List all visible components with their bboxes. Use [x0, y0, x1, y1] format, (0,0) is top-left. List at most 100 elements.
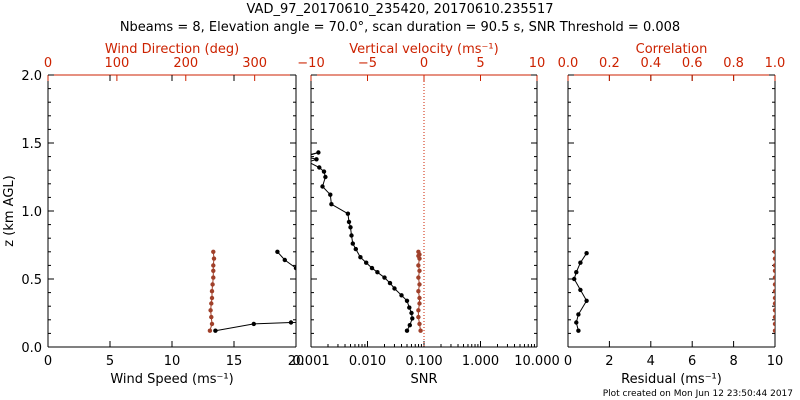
- data-point: [211, 249, 216, 254]
- data-point: [306, 160, 310, 164]
- top-tick-label: 300: [242, 56, 267, 71]
- data-point: [209, 295, 215, 301]
- x-tick-label: 4: [647, 354, 655, 369]
- data-point: [382, 275, 387, 280]
- data-point: [282, 257, 287, 263]
- data-point: [209, 314, 214, 320]
- data-point: [364, 260, 369, 265]
- x-tick-label: 8: [729, 354, 737, 369]
- x-tick-label: 1.000: [462, 354, 499, 369]
- data-point: [209, 321, 215, 327]
- data-point: [323, 174, 328, 180]
- data-point: [574, 270, 579, 275]
- top-tick-label: 0.8: [723, 56, 744, 71]
- data-point: [417, 282, 422, 287]
- data-point: [358, 255, 363, 260]
- data-point: [576, 328, 581, 333]
- chart-panel-2: 0.001 0.010 0.100 1.000 10.000 SNR −10 −5 0 5 10 Ve…: [292, 42, 559, 387]
- series-group: [207, 249, 376, 333]
- data-point: [417, 268, 422, 273]
- x-tick-label: 10: [164, 354, 181, 369]
- y-tick-label: 2.0: [21, 69, 42, 84]
- data-point: [772, 328, 775, 333]
- data-point: [417, 321, 422, 327]
- y-tick-label: 0.0: [21, 341, 42, 356]
- x-tick-label: 6: [688, 354, 696, 369]
- data-point: [314, 157, 319, 162]
- x-tick-label: 10.000: [514, 354, 560, 369]
- top-tick-label: −10: [297, 56, 324, 71]
- y-axis-label: z (km AGL): [2, 175, 17, 246]
- data-point: [417, 301, 422, 306]
- data-point: [251, 321, 256, 327]
- data-point: [578, 287, 583, 293]
- top-axis-label: Wind Direction (deg): [105, 42, 239, 57]
- data-point: [404, 298, 410, 303]
- top-tick-label: 0.0: [558, 56, 579, 71]
- data-point: [772, 263, 775, 268]
- data-point: [410, 316, 415, 321]
- data-point: [772, 268, 775, 273]
- data-point: [409, 310, 414, 316]
- data-point: [372, 318, 376, 322]
- top-tick-label: −5: [358, 56, 377, 71]
- data-point: [772, 249, 775, 254]
- data-point: [772, 321, 775, 327]
- top-tick-label: 5: [476, 56, 484, 71]
- data-point: [772, 289, 775, 294]
- data-point: [353, 246, 358, 252]
- data-point: [416, 275, 421, 280]
- data-point: [207, 328, 213, 333]
- data-point: [578, 260, 583, 265]
- data-point: [392, 286, 397, 291]
- data-point: [387, 280, 393, 286]
- x-tick-label: 5: [106, 354, 114, 369]
- data-point: [375, 270, 380, 275]
- figure-subtitle: Nbeams = 8, Elevation angle = 70.0°, sca…: [119, 20, 681, 35]
- top-tick-label: 0: [44, 56, 52, 71]
- data-point: [210, 282, 215, 287]
- data-point: [416, 289, 421, 294]
- data-point: [211, 268, 216, 273]
- figure-title: VAD_97_20170610_235420, 20170610.235517: [246, 2, 554, 17]
- x-tick-label: 0.010: [349, 354, 386, 369]
- top-tick-label: 200: [173, 56, 198, 71]
- data-point: [328, 192, 333, 197]
- data-point: [350, 241, 355, 246]
- data-point: [211, 275, 216, 280]
- y-tick-label: 0.5: [21, 273, 42, 288]
- data-point: [772, 301, 775, 306]
- data-point: [772, 314, 775, 320]
- data-point: [416, 263, 421, 268]
- x-tick-label: 0: [564, 354, 572, 369]
- x-tick-label: 20: [288, 354, 305, 369]
- data-point: [329, 202, 334, 207]
- x-tick-label: 10: [767, 354, 784, 369]
- data-point: [574, 320, 579, 325]
- data-point: [320, 184, 325, 189]
- series-group: [306, 150, 423, 333]
- y-tick-label: 1.5: [21, 137, 42, 152]
- data-point: [316, 150, 321, 155]
- chart-panel-3: 0 2 4 6 8 10 Residual (ms⁻¹) 0.0 0.2 0.4 0.6 0.8 1.0…: [558, 42, 786, 387]
- data-point: [416, 314, 421, 320]
- data-point: [348, 225, 353, 230]
- data-point: [407, 305, 412, 310]
- data-point: [288, 320, 294, 325]
- series-group: [572, 249, 775, 333]
- series-line-bottom-axis: [215, 321, 296, 332]
- data-point: [772, 295, 775, 301]
- data-point: [417, 295, 422, 301]
- data-point: [209, 301, 214, 306]
- x-axis-label: SNR: [410, 372, 437, 387]
- data-point: [369, 265, 375, 271]
- data-point: [404, 328, 410, 333]
- data-point: [211, 263, 216, 268]
- top-tick-label: 0: [420, 56, 428, 71]
- top-tick-label: 0.2: [599, 56, 620, 71]
- series-line-bottom-axis: [277, 251, 296, 269]
- data-point: [317, 165, 322, 170]
- data-point: [209, 289, 215, 294]
- data-point: [572, 276, 577, 282]
